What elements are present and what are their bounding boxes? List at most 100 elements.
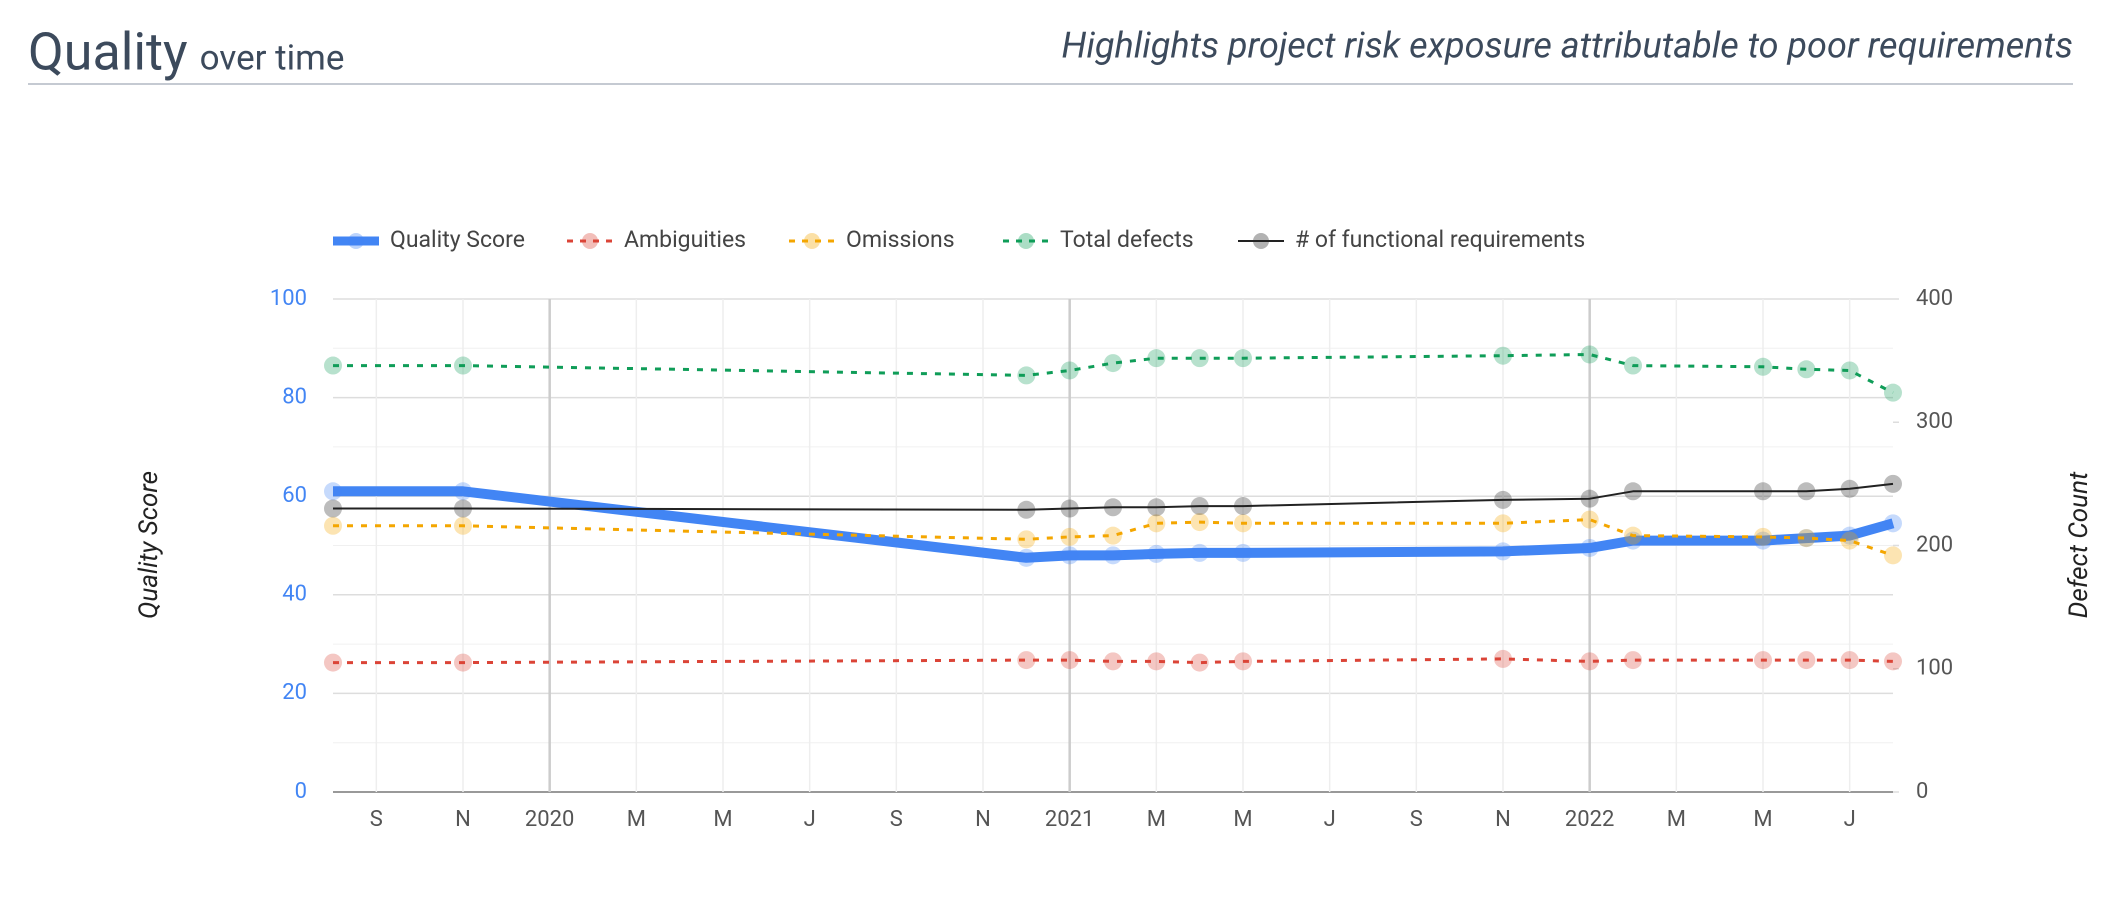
data-point <box>1494 490 1512 509</box>
data-point <box>1840 361 1859 380</box>
data-point <box>1580 489 1599 508</box>
data-point <box>454 356 472 375</box>
y-tick-label: 0 <box>295 779 307 804</box>
data-point <box>1190 497 1209 516</box>
legend-dot <box>1253 233 1269 249</box>
x-tick-label: J <box>1324 807 1336 832</box>
data-point <box>1104 546 1122 565</box>
data-point <box>1754 357 1772 376</box>
y2-axis-title: Defect Count <box>2064 471 2094 618</box>
data-point <box>1840 531 1859 550</box>
legend-dot <box>348 233 364 249</box>
data-point <box>1840 479 1859 498</box>
data-point <box>1104 498 1122 517</box>
data-point <box>1494 514 1512 533</box>
data-point <box>1884 514 1902 533</box>
x-tick-label: N <box>1495 807 1511 832</box>
data-point <box>1580 538 1599 557</box>
data-point <box>1884 474 1902 493</box>
data-point <box>1494 649 1512 668</box>
data-point <box>1234 652 1252 671</box>
data-point <box>1884 383 1902 402</box>
chart-subtitle: Highlights project risk exposure attribu… <box>1062 25 2073 67</box>
x-tick-label: S <box>890 807 903 832</box>
data-point <box>1104 652 1122 671</box>
data-point <box>1060 361 1079 380</box>
x-tick-label: 2021 <box>1045 807 1094 832</box>
y2-tick-label: 100 <box>1916 656 1953 681</box>
y2-tick-label: 0 <box>1916 779 1928 804</box>
grid <box>333 298 1899 793</box>
data-point <box>1884 546 1902 565</box>
data-point <box>1797 482 1816 501</box>
series-line <box>333 518 1894 557</box>
x-tick-label: J <box>804 807 816 832</box>
data-point <box>1494 346 1512 365</box>
data-point <box>1147 544 1166 563</box>
x-tick-label: N <box>455 807 471 832</box>
data-point <box>1147 652 1166 671</box>
data-point <box>1060 499 1079 518</box>
data-point <box>324 499 342 518</box>
data-point <box>1190 513 1209 532</box>
y-tick-label: 40 <box>282 582 307 607</box>
data-point <box>1234 497 1252 516</box>
data-point <box>1797 651 1816 670</box>
data-point <box>1624 526 1642 545</box>
series-line <box>333 482 1894 511</box>
legend-item: Omissions <box>789 226 955 253</box>
data-point <box>454 516 472 535</box>
y2-tick-label: 200 <box>1916 532 1953 557</box>
data-point <box>1017 548 1036 567</box>
y2-tick-label: 400 <box>1916 286 1953 311</box>
data-point <box>1060 527 1079 546</box>
x-tick-label: 2022 <box>1565 807 1614 832</box>
data-point <box>1797 529 1816 548</box>
data-point <box>454 482 472 501</box>
legend-item: Ambiguities <box>567 226 746 253</box>
data-point <box>1580 345 1599 364</box>
y-axis-title: Quality Score <box>134 471 164 619</box>
x-tick-label: M <box>1753 807 1772 832</box>
legend-dot <box>1018 233 1034 249</box>
data-point <box>1017 651 1036 670</box>
data-point <box>1884 652 1902 671</box>
x-tick-label: N <box>975 807 991 832</box>
series <box>324 482 1902 567</box>
data-point <box>1190 653 1209 672</box>
data-point <box>1147 514 1166 533</box>
data-point <box>1840 651 1859 670</box>
data-point <box>1017 500 1036 519</box>
data-point <box>1147 498 1166 517</box>
series-line <box>333 353 1894 395</box>
x-tick-label: M <box>713 807 732 832</box>
data-point <box>1754 482 1772 501</box>
data-point <box>1624 651 1642 670</box>
data-point <box>1190 349 1209 368</box>
data-point <box>1580 652 1599 671</box>
data-point <box>1624 531 1642 550</box>
data-point <box>1104 526 1122 545</box>
data-point <box>1624 356 1642 375</box>
data-point <box>1797 360 1816 379</box>
data-point <box>1017 366 1036 385</box>
legend-label: Omissions <box>846 226 955 253</box>
x-tick-label: M <box>1233 807 1252 832</box>
legend-dot <box>582 233 598 249</box>
data-point <box>1494 542 1512 561</box>
data-point <box>454 653 472 672</box>
series <box>324 474 1902 519</box>
legend-item: Total defects <box>1003 226 1194 253</box>
data-point <box>1104 354 1122 373</box>
series <box>324 649 1902 672</box>
legend-label: # of functional requirements <box>1295 226 1585 253</box>
legend-label: Ambiguities <box>624 226 746 253</box>
series <box>324 510 1902 565</box>
data-point <box>1060 651 1079 670</box>
y-tick-label: 60 <box>282 483 307 508</box>
data-point <box>1234 514 1252 533</box>
y2-tick-label: 300 <box>1916 409 1953 434</box>
y-tick-label: 100 <box>270 286 307 311</box>
